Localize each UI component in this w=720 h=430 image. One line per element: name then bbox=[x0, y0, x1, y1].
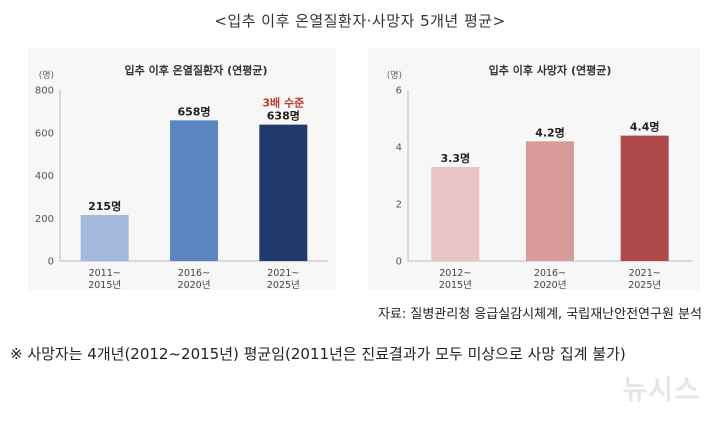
y-unit-label: (명) bbox=[39, 70, 54, 81]
bar bbox=[80, 215, 129, 261]
bar bbox=[620, 135, 669, 261]
x-tick-label: 2016~ bbox=[178, 268, 210, 279]
watermark-logo: 뉴시스 bbox=[622, 375, 700, 406]
x-tick-label: 2011~ bbox=[89, 268, 121, 279]
page-title: <입추 이후 온열질환자·사망자 5개년 평균> bbox=[214, 12, 506, 30]
y-tick-label: 4 bbox=[396, 143, 402, 154]
y-tick-label: 6 bbox=[396, 86, 402, 97]
footnote: ※ 사망자는 4개년(2012~2015년) 평균임(2011년은 진료결과가 … bbox=[10, 345, 626, 363]
patients-chart-panel: 입추 이후 온열질환자 (연평균) (명) 0 200 400 600 800 215명 201… bbox=[28, 48, 336, 290]
x-tick-label: 2020년 bbox=[534, 280, 567, 290]
deaths-chart: 입추 이후 사망자 (연평균) (명) 0 2 4 6 3.3명 2012~2015년 4.2명… bbox=[387, 63, 692, 290]
x-tick-label: 2021~ bbox=[629, 268, 661, 279]
bar bbox=[259, 124, 308, 261]
y-tick-label: 200 bbox=[35, 214, 54, 225]
y-tick-label: 0 bbox=[396, 257, 402, 268]
y-tick-label: 600 bbox=[35, 128, 54, 139]
data-label: 3.3명 bbox=[441, 151, 471, 165]
x-tick-label: 2012~ bbox=[439, 268, 471, 279]
data-label: 658명 bbox=[177, 104, 210, 118]
x-tick-label: 2021~ bbox=[267, 268, 299, 279]
x-tick-label: 2016~ bbox=[534, 268, 566, 279]
x-tick-label: 2015년 bbox=[88, 280, 121, 290]
data-label: 4.4명 bbox=[630, 120, 660, 134]
chart-title: 입추 이후 온열질환자 (연평균) bbox=[125, 63, 268, 77]
bar bbox=[170, 120, 218, 261]
patients-chart: 입추 이후 온열질환자 (연평균) (명) 0 200 400 600 800 215명 201… bbox=[35, 63, 328, 290]
bar bbox=[431, 166, 480, 261]
chart-title: 입추 이후 사망자 (연평균) bbox=[489, 63, 612, 77]
y-tick-label: 0 bbox=[48, 257, 54, 268]
bar bbox=[526, 141, 574, 261]
y-tick-label: 800 bbox=[35, 86, 54, 97]
x-tick-label: 2025년 bbox=[267, 280, 300, 290]
y-unit-label: (명) bbox=[387, 70, 402, 81]
data-label: 4.2명 bbox=[535, 125, 565, 139]
data-label: 215명 bbox=[88, 199, 121, 213]
x-tick-label: 2020년 bbox=[178, 280, 211, 290]
y-tick-label: 2 bbox=[396, 200, 402, 211]
x-tick-label: 2025년 bbox=[628, 280, 661, 290]
annotation-label: 3배 수준 bbox=[262, 96, 304, 110]
data-label: 638명 bbox=[267, 109, 300, 123]
deaths-chart-panel: 입추 이후 사망자 (연평균) (명) 0 2 4 6 3.3명 2012~ 2015년 4.2명… bbox=[368, 48, 700, 290]
x-tick-label: 2015년 bbox=[439, 280, 472, 290]
source-note: 자료: 질병관리청 응급실감시체계, 국립재난안전연구원 분석 bbox=[377, 307, 702, 322]
y-tick-label: 400 bbox=[35, 171, 54, 182]
